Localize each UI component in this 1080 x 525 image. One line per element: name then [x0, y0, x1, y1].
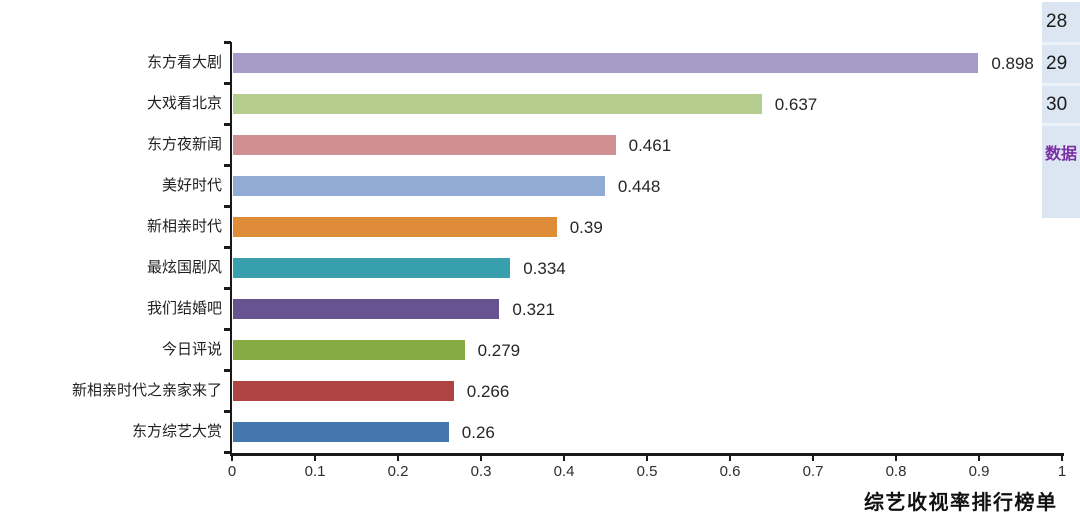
- value-label: 0.448: [617, 176, 661, 196]
- category-label: 新相亲时代之亲家来了: [71, 382, 222, 399]
- x-axis-tick-label: 0.4: [553, 463, 575, 480]
- value-label: 0.637: [774, 94, 818, 114]
- y-axis-tick: [223, 246, 231, 249]
- y-axis-tick: [223, 41, 231, 44]
- x-axis-tick: [729, 455, 732, 461]
- bar: [233, 94, 762, 114]
- x-axis-tick: [1061, 455, 1064, 461]
- side-panel-separator: [1042, 42, 1080, 45]
- value-label: 0.26: [461, 422, 495, 442]
- y-axis-tick: [223, 410, 231, 413]
- x-axis-tick: [231, 455, 234, 461]
- x-axis-tick: [978, 455, 981, 461]
- x-axis-tick-label: 0.3: [470, 463, 492, 480]
- x-axis-tick-label: 0.2: [387, 463, 409, 480]
- x-axis-title: 综艺收视率排行榜单: [864, 492, 1058, 514]
- x-axis-tick-label: 0.5: [636, 463, 658, 480]
- value-label: 0.898: [991, 53, 1034, 73]
- value-label: 0.266: [466, 381, 510, 401]
- x-axis-tick-label: 1: [1057, 463, 1067, 480]
- side-panel-separator: [1042, 123, 1080, 126]
- bar: [233, 299, 500, 319]
- category-label: 美好时代: [161, 177, 222, 194]
- category-label: 东方综艺大赏: [131, 423, 222, 440]
- value-label: 0.39: [569, 217, 603, 237]
- x-axis-tick-label: 0: [227, 463, 237, 480]
- x-axis-tick-label: 0.6: [719, 463, 741, 480]
- bar: [233, 340, 465, 360]
- category-label: 今日评说: [161, 341, 222, 358]
- side-panel-data-link[interactable]: 数据: [1045, 146, 1078, 163]
- y-axis-tick: [223, 164, 231, 167]
- bar: [233, 258, 511, 278]
- x-axis-line: [229, 452, 1064, 456]
- y-axis-tick: [223, 328, 231, 331]
- y-axis-tick: [223, 82, 231, 85]
- x-axis-tick: [646, 455, 649, 461]
- bar: [233, 422, 449, 442]
- y-axis-line: [229, 42, 232, 453]
- category-label: 我们结婚吧: [146, 300, 222, 317]
- category-label: 大戏看北京: [146, 95, 222, 112]
- bar: [233, 135, 616, 155]
- bar: [233, 381, 454, 401]
- side-panel-filler: [1042, 178, 1080, 218]
- side-panel: 28 29 30 数据: [1042, 2, 1080, 218]
- x-axis-tick: [563, 455, 566, 461]
- y-axis-tick: [223, 287, 231, 290]
- side-panel-item-29[interactable]: 29: [1046, 53, 1068, 74]
- side-panel-separator: [1042, 83, 1080, 86]
- category-label: 最炫国剧风: [146, 259, 222, 276]
- x-axis-tick: [314, 455, 317, 461]
- x-axis-tick: [812, 455, 815, 461]
- x-axis-tick: [480, 455, 483, 461]
- value-label: 0.334: [523, 258, 566, 278]
- category-label: 新相亲时代: [146, 218, 222, 235]
- bar: [233, 176, 605, 196]
- x-axis-tick: [895, 455, 898, 461]
- bar: [233, 217, 557, 237]
- category-label: 东方看大剧: [146, 54, 222, 71]
- y-axis-tick: [223, 205, 231, 208]
- bar: [233, 53, 979, 73]
- y-axis-tick: [223, 451, 231, 454]
- value-label: 0.461: [628, 135, 672, 155]
- side-panel-item-30[interactable]: 30: [1046, 93, 1068, 115]
- value-label: 0.321: [512, 299, 555, 319]
- category-label: 东方夜新闻: [146, 136, 222, 153]
- x-axis-tick-label: 0.7: [802, 463, 824, 480]
- x-axis-tick: [397, 455, 400, 461]
- y-axis-tick: [223, 123, 231, 126]
- value-label: 0.279: [477, 340, 521, 360]
- x-axis-tick-label: 0.9: [968, 463, 990, 480]
- x-axis-tick-label: 0.1: [304, 463, 326, 480]
- x-axis-tick-label: 0.8: [885, 463, 907, 480]
- y-axis-tick: [223, 369, 231, 372]
- side-panel-item-28[interactable]: 28: [1046, 11, 1068, 32]
